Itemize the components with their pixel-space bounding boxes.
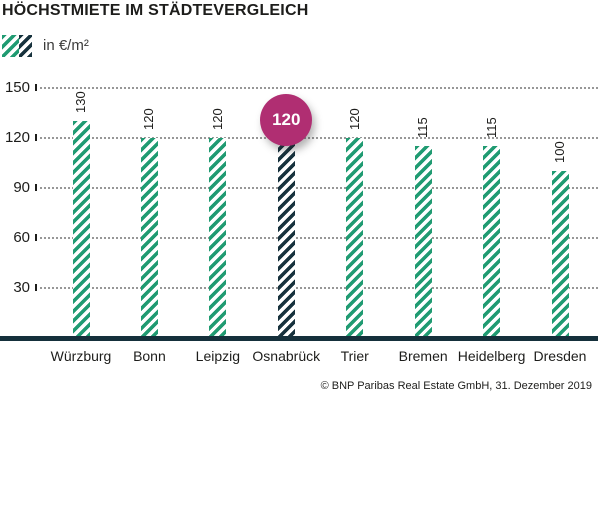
bar-value-label: 115 xyxy=(415,117,431,139)
x-axis-label: Dresden xyxy=(533,348,587,364)
bar-value-label: 130 xyxy=(73,91,88,114)
bar-Trier xyxy=(346,138,364,337)
bar-value-label: 120 xyxy=(209,108,225,130)
highlight-badge: 120 xyxy=(260,94,313,146)
x-axis-label: Bonn xyxy=(133,348,166,364)
bar-Leipzig xyxy=(209,138,227,337)
x-axis-label: Heidelberg xyxy=(457,348,526,364)
legend: in €/m² xyxy=(2,34,89,57)
bar-value-label: 115 xyxy=(483,117,499,139)
bar-value-label: 120 xyxy=(141,108,157,130)
y-axis-label: 90 xyxy=(13,179,30,196)
y-axis-label: 120 xyxy=(4,129,30,146)
bar-Osnabrück xyxy=(277,138,295,337)
gridline xyxy=(40,87,598,89)
gridline xyxy=(40,237,598,239)
bar-Dresden xyxy=(551,171,569,337)
gridline xyxy=(40,137,598,139)
y-axis-label: 60 xyxy=(13,229,30,246)
bar-value-label: 100 xyxy=(552,141,567,164)
x-axis-label: Würzburg xyxy=(50,348,112,364)
bar-Heidelberg xyxy=(483,146,501,337)
y-axis-tick xyxy=(35,184,37,191)
gridline xyxy=(40,187,598,189)
x-axis-line xyxy=(0,336,598,341)
legend-label: in €/m² xyxy=(43,37,89,54)
bar-value-label: 120 xyxy=(346,108,362,130)
x-axis-label: Osnabrück xyxy=(252,348,321,364)
y-axis-label: 30 xyxy=(13,279,30,296)
y-axis-tick xyxy=(35,134,37,141)
y-axis-tick xyxy=(35,84,37,91)
y-axis-label: 150 xyxy=(4,79,30,96)
bar-Bremen xyxy=(414,146,432,337)
bar-chart: 150 120 90 60 30 130 Würzburg 120 Bonn 120 Leipzig… xyxy=(0,79,598,364)
x-axis-label: Bremen xyxy=(398,348,448,364)
bar-Würzburg xyxy=(72,121,90,337)
gridline xyxy=(40,287,598,289)
y-axis-tick xyxy=(35,284,37,291)
source-credit: © BNP Paribas Real Estate GmbH, 31. Deze… xyxy=(320,380,592,392)
dark-hatch xyxy=(19,34,32,57)
x-axis-label: Trier xyxy=(340,348,369,364)
bar-Bonn xyxy=(140,138,158,337)
page-title: HÖCHSTMIETE IM STÄDTEVERGLEICH xyxy=(2,2,309,19)
y-axis-tick xyxy=(35,234,37,241)
x-axis-label: Leipzig xyxy=(195,348,241,364)
hatch-swatch-icon xyxy=(2,34,32,57)
